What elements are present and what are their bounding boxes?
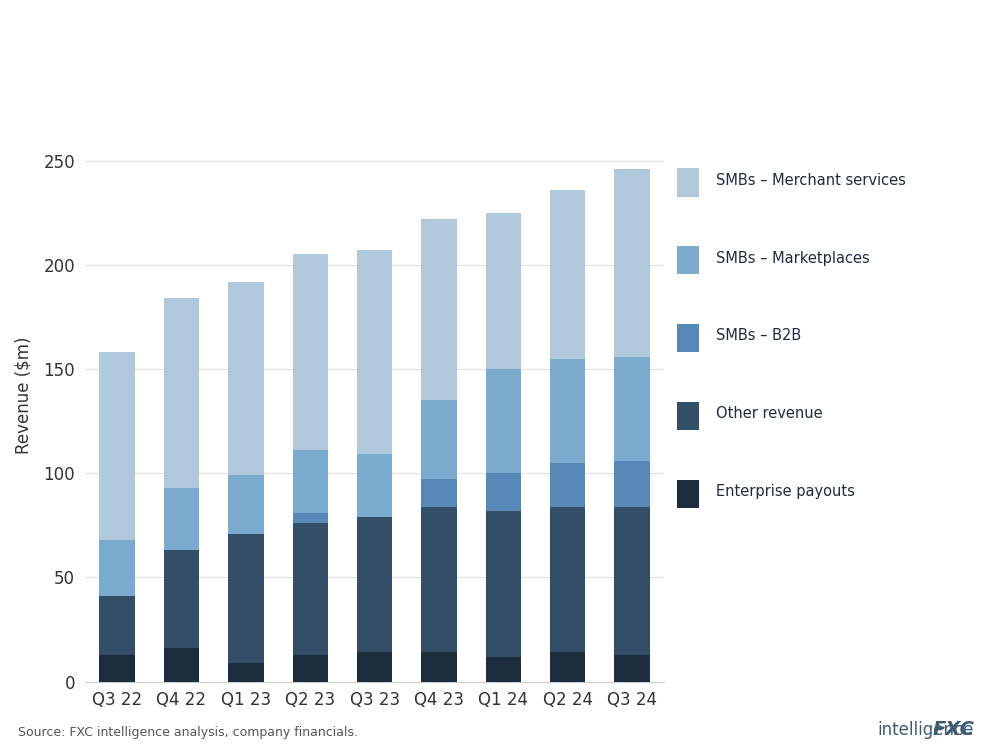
Bar bbox=[164, 298, 199, 488]
Text: SMBs – B2B: SMBs – B2B bbox=[716, 329, 801, 344]
Bar bbox=[486, 369, 521, 473]
Bar bbox=[550, 652, 585, 682]
Bar bbox=[100, 596, 135, 655]
Bar bbox=[614, 169, 649, 357]
Text: SMBs – Marketplaces: SMBs – Marketplaces bbox=[716, 251, 870, 266]
Bar bbox=[677, 246, 699, 274]
Bar bbox=[228, 282, 264, 476]
Bar bbox=[422, 400, 457, 479]
Bar bbox=[550, 463, 585, 506]
Bar bbox=[164, 488, 199, 551]
Bar bbox=[164, 551, 199, 648]
Bar bbox=[293, 524, 328, 655]
Bar bbox=[293, 255, 328, 450]
Bar bbox=[228, 476, 264, 533]
Bar bbox=[100, 540, 135, 596]
Bar bbox=[550, 189, 585, 359]
Text: Enterprise payouts: Enterprise payouts bbox=[716, 485, 855, 500]
Bar bbox=[357, 455, 393, 517]
Bar bbox=[550, 506, 585, 652]
Bar bbox=[100, 655, 135, 682]
Bar bbox=[677, 169, 699, 196]
Bar bbox=[293, 450, 328, 513]
Bar bbox=[357, 517, 393, 652]
Bar bbox=[357, 250, 393, 455]
Text: Payoneer saw record revenue in Q3 2024: Payoneer saw record revenue in Q3 2024 bbox=[18, 25, 662, 53]
Text: intelligence: intelligence bbox=[878, 721, 974, 739]
Bar bbox=[677, 324, 699, 352]
Text: Payoneer quarterly revenue by customer segment, 2022-2024: Payoneer quarterly revenue by customer s… bbox=[18, 79, 582, 97]
Bar bbox=[486, 213, 521, 369]
Bar bbox=[486, 657, 521, 682]
Bar bbox=[486, 473, 521, 511]
Y-axis label: Revenue ($m): Revenue ($m) bbox=[14, 336, 32, 454]
Bar bbox=[422, 479, 457, 506]
Bar bbox=[422, 652, 457, 682]
Text: Other revenue: Other revenue bbox=[716, 407, 823, 422]
Bar bbox=[614, 655, 649, 682]
Bar bbox=[228, 533, 264, 663]
Bar bbox=[614, 461, 649, 506]
Bar bbox=[422, 506, 457, 652]
Bar bbox=[614, 506, 649, 655]
Bar bbox=[550, 359, 585, 463]
Bar bbox=[164, 648, 199, 682]
Bar bbox=[357, 652, 393, 682]
Bar bbox=[677, 480, 699, 508]
Bar bbox=[100, 352, 135, 540]
Text: SMBs – Merchant services: SMBs – Merchant services bbox=[716, 173, 906, 188]
Bar bbox=[293, 513, 328, 524]
Text: FXC: FXC bbox=[932, 721, 974, 739]
Bar bbox=[293, 655, 328, 682]
Bar bbox=[614, 357, 649, 461]
Text: Source: FXC intelligence analysis, company financials.: Source: FXC intelligence analysis, compa… bbox=[18, 727, 358, 739]
Bar bbox=[677, 402, 699, 430]
Bar bbox=[228, 663, 264, 682]
Bar bbox=[422, 219, 457, 400]
Bar bbox=[486, 511, 521, 657]
